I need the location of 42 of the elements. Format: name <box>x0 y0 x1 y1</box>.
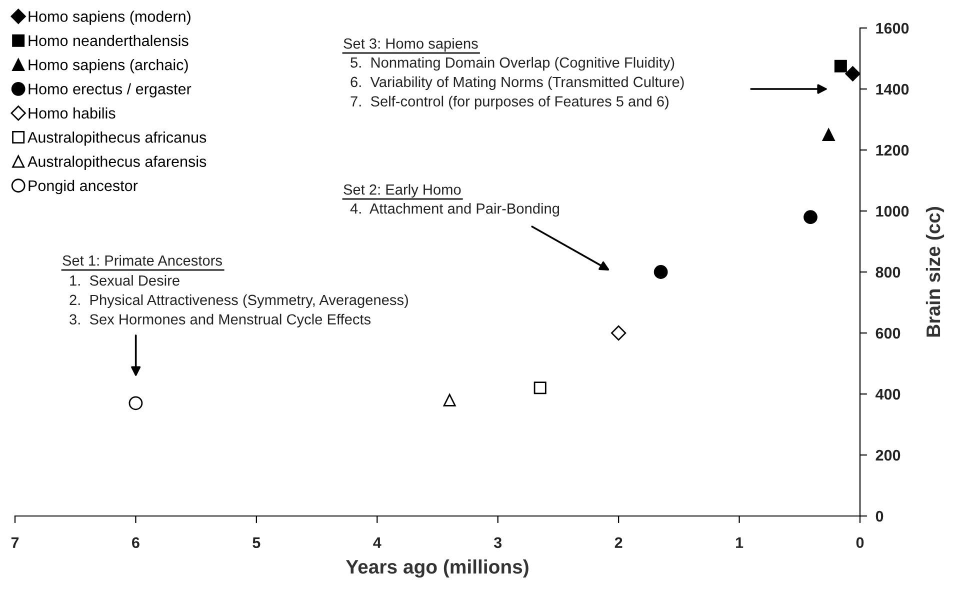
x-axis-title: Years ago (millions) <box>346 559 528 578</box>
annotation: 4. Attachment and Pair-Bonding <box>350 203 560 217</box>
y-tick-label: 0 <box>876 510 884 522</box>
legend-label: Homo neanderthalensis <box>28 34 188 46</box>
y-tick-label: 200 <box>876 450 900 461</box>
legend-label: Homo sapiens (modern) <box>28 10 190 25</box>
y-tick-label: 400 <box>876 388 900 400</box>
point <box>443 394 456 406</box>
point <box>845 66 860 82</box>
y-tick-label: 1600 <box>876 22 909 34</box>
legend-label: Homo erectus / ergaster <box>28 83 192 98</box>
x-tick-label: 5 <box>252 537 260 548</box>
y-axis-title: Brain size (cc) <box>926 207 944 337</box>
y-tick-label: 1000 <box>876 206 909 217</box>
legend-label: Pongid ancestor <box>28 180 138 194</box>
x-tick-label: 4 <box>373 537 382 548</box>
annotation: Set 3: Homo sapiens <box>344 38 478 52</box>
x-tick-label: 0 <box>856 537 864 548</box>
annotation: Set 2: Early Homo <box>344 184 461 198</box>
point <box>804 210 818 224</box>
y-tick-label: 1400 <box>876 84 909 95</box>
annotation: Set 1: Primate Ancestors <box>62 255 222 266</box>
x-tick-label: 6 <box>132 537 140 548</box>
legend-label: Australopithecus afarensis <box>28 156 206 170</box>
point <box>654 265 668 279</box>
point <box>128 396 143 410</box>
x-tick-label: 3 <box>494 537 502 548</box>
y-tick-label: 600 <box>876 328 900 339</box>
legend-label: Australopithecus africanus <box>28 132 206 146</box>
annotation: 1. Sexual Desire 2. Physical Attractiveness (Symmetry, Averageness) 3. Sex Hormones and Menstrual Cycle Effects <box>70 275 408 328</box>
point <box>611 325 626 341</box>
legend-label: Homo habilis <box>28 107 116 119</box>
x-tick-label: 1 <box>736 537 744 548</box>
point <box>534 382 546 394</box>
annotation: 5. Nonmating Domain Overlap (Cognitive Fluidity) 6. Variability of Mating Norms (Transmitted Culture) 7. Self-control (for purposes of Features 5 and 6) <box>350 57 684 110</box>
x-tick-label: 2 <box>614 537 622 548</box>
y-tick-label: 1200 <box>876 144 909 156</box>
y-tick-label: 800 <box>876 266 900 278</box>
legend-label: Homo sapiens (archaic) <box>28 59 188 74</box>
x-tick-label: 7 <box>11 537 19 548</box>
point <box>834 60 847 72</box>
point <box>822 128 835 141</box>
